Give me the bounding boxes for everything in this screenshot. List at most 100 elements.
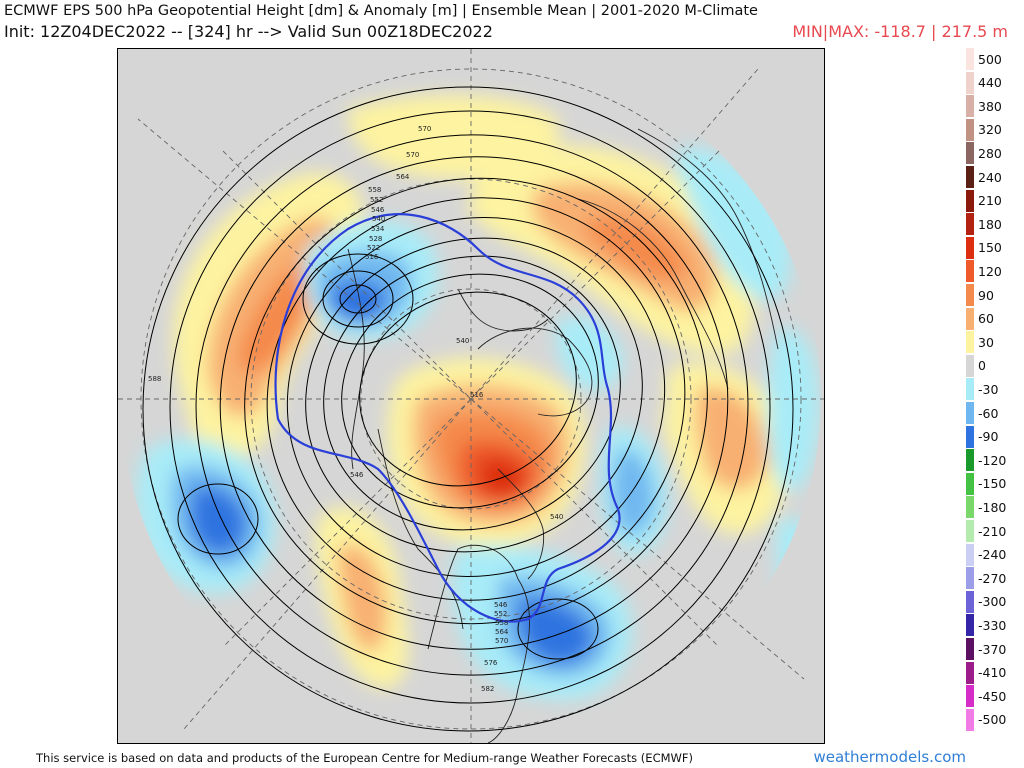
colorbar-label: -500 [978,712,1007,728]
init-valid-line: Init: 12Z04DEC2022 -- [324] hr --> Valid… [4,22,493,41]
colorbar-swatch [966,284,974,306]
colorbar-label: -330 [978,617,1007,633]
colorbar-label: 500 [978,51,1002,67]
colorbar-swatch [966,142,974,165]
contour-label: 564 [396,173,410,181]
contour-label: 576 [484,659,498,667]
polar-projection-map: 570 570 564 558 552 546 540 534 528 522 … [118,49,824,743]
colorbar-label: -410 [978,665,1007,681]
colorbar-entry: 440 [966,71,1020,94]
colorbar-entry: -330 [966,614,1020,637]
colorbar-label: 380 [978,98,1002,114]
brand-link[interactable]: weathermodels.com [813,748,966,766]
colorbar-entry: 320 [966,118,1020,141]
colorbar-swatch [966,543,974,566]
colorbar-entry: -150 [966,472,1020,495]
colorbar-entry: -30 [966,378,1020,401]
colorbar-swatch [966,307,974,330]
colorbar-entry: -90 [966,425,1020,448]
anomaly-colorbar: 500 440 380 320 280 240 210 180 150 120 90 60 30 0 -30… [966,48,1020,734]
contour-label: 546 [350,471,364,479]
colorbar-entry: 30 [966,331,1020,354]
colorbar-label: -60 [978,405,999,421]
colorbar-label: 280 [978,145,1002,161]
colorbar-swatch [966,48,974,70]
contour-label: 546 [371,206,385,214]
colorbar-entry: 60 [966,307,1020,330]
colorbar-entry: 0 [966,354,1020,377]
colorbar-entry: -410 [966,661,1020,684]
contour-label: 570 [495,637,508,645]
colorbar-label: -150 [978,476,1007,492]
colorbar-entry: 210 [966,189,1020,212]
colorbar-swatch [966,378,974,401]
colorbar-swatch [966,472,974,495]
colorbar-label: -270 [978,570,1007,586]
colorbar-entry: -300 [966,590,1020,613]
contour-label: 540 [456,337,469,345]
colorbar-label: -210 [978,523,1007,539]
colorbar-swatch [966,708,974,731]
colorbar-entry: -500 [966,708,1020,731]
colorbar-label: -450 [978,688,1007,704]
colorbar-entry: 500 [966,48,1020,70]
colorbar-swatch [966,661,974,684]
colorbar-swatch [966,638,974,660]
colorbar-swatch [966,449,974,472]
colorbar-swatch [966,331,974,354]
colorbar-swatch [966,590,974,613]
colorbar-entry: 240 [966,166,1020,188]
colorbar-entry: -210 [966,520,1020,542]
colorbar-label: 210 [978,193,1002,209]
colorbar-label: 150 [978,240,1002,256]
colorbar-entry: -120 [966,449,1020,472]
colorbar-entry: 150 [966,236,1020,259]
colorbar-swatch [966,71,974,94]
colorbar-entry: 380 [966,95,1020,118]
colorbar-swatch [966,614,974,637]
colorbar-label: 240 [978,169,1002,185]
contour-label: 582 [481,685,494,693]
colorbar-entry: -370 [966,638,1020,660]
colorbar-label: -370 [978,641,1007,657]
colorbar-swatch [966,166,974,188]
colorbar-swatch [966,354,974,377]
contour-label: 558 [495,619,508,627]
contour-label: 516 [365,253,379,261]
colorbar-label: 90 [978,287,994,303]
contour-label: 540 [372,215,385,223]
colorbar-swatch [966,425,974,448]
colorbar-swatch [966,213,974,236]
colorbar-entry: -240 [966,543,1020,566]
colorbar-entry: 120 [966,260,1020,283]
highlight-contour [274,213,621,623]
colorbar-label: -30 [978,381,999,397]
contour-label: 540 [550,513,563,521]
contour-label: 522 [367,244,380,252]
contour-labels: 570 570 564 558 552 546 540 534 528 522 … [148,125,563,693]
colorbar-swatch [966,95,974,118]
colorbar-label: -240 [978,547,1007,563]
colorbar-entry: -180 [966,496,1020,519]
contour-label: 534 [371,225,385,233]
colorbar-label: 0 [978,358,986,374]
contour-label: 570 [406,151,419,159]
contour-label: 552 [494,610,507,618]
colorbar-entry: -450 [966,685,1020,708]
colorbar-swatch [966,118,974,141]
colorbar-entry: -60 [966,402,1020,424]
map-panel: 570 570 564 558 552 546 540 534 528 522 … [117,48,825,744]
colorbar-label: 120 [978,263,1002,279]
colorbar-swatch [966,496,974,519]
colorbar-swatch [966,260,974,283]
colorbar-entry: -270 [966,567,1020,590]
colorbar-label: 320 [978,122,1002,138]
colorbar-entry: 180 [966,213,1020,236]
colorbar-swatch [966,189,974,212]
colorbar-entry: 90 [966,284,1020,306]
colorbar-label: 440 [978,75,1002,91]
coastlines [347,128,779,743]
colorbar-swatch [966,236,974,259]
contour-label: 558 [368,186,381,194]
